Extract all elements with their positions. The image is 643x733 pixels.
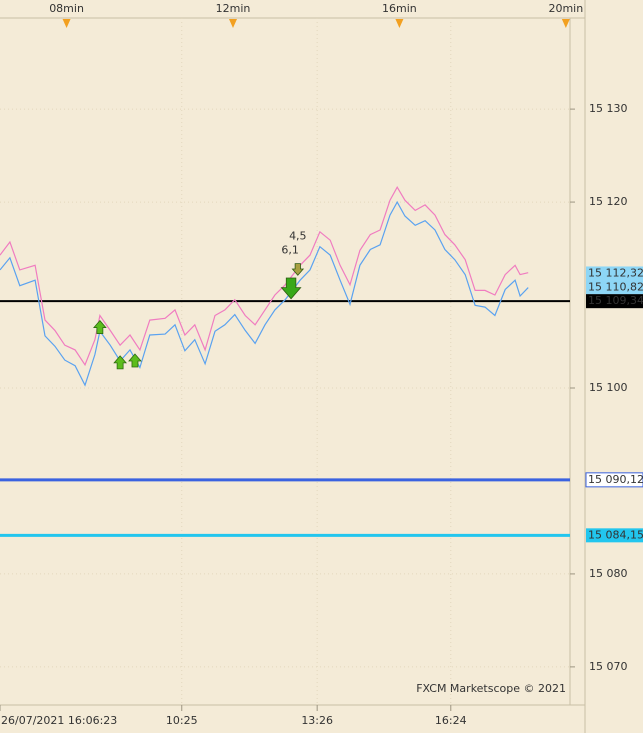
level-label: 15 084,15	[588, 528, 643, 541]
level-label-box	[586, 294, 643, 309]
y-tick-label: 15 070	[589, 660, 628, 673]
price-label-box	[586, 266, 643, 281]
up-arrow	[93, 319, 107, 334]
x-tick-label: 16:24	[435, 714, 467, 727]
x-tick-label: 26/07/2021 16:06:23	[1, 714, 117, 727]
x2-tick-marker	[561, 19, 570, 28]
x2-tick-label: 08min	[49, 2, 84, 15]
y-tick-label: 15 130	[589, 102, 628, 115]
level-label: 15 090,12	[588, 473, 643, 486]
price-label: 15 110,82	[588, 280, 643, 293]
annotation: 4,5	[289, 229, 307, 242]
y-tick-label: 15 080	[589, 567, 628, 580]
up-arrow	[128, 353, 142, 368]
down-arrow	[280, 277, 302, 300]
price-label-box	[586, 280, 643, 295]
price-line	[0, 200, 529, 387]
level-label: 15 109,34	[588, 294, 643, 307]
x2-tick-marker	[228, 19, 237, 28]
up-arrow	[113, 355, 127, 370]
x2-tick-label: 20min	[548, 2, 583, 15]
y-tick-label: 15 120	[589, 195, 628, 208]
x-tick-label: 13:26	[301, 714, 333, 727]
price-line	[0, 185, 529, 367]
x2-tick-label: 12min	[216, 2, 251, 15]
x2-tick-marker	[62, 19, 71, 28]
level-label-box	[585, 472, 643, 488]
footer: FXCM Marketscope © 2021	[416, 682, 566, 695]
x2-tick-marker	[395, 19, 404, 28]
level-label-box	[586, 528, 643, 543]
down-arrow	[291, 263, 305, 276]
price-label: 15 112,32	[588, 266, 643, 279]
x-tick-label: 10:25	[166, 714, 198, 727]
annotation: 6,1	[281, 243, 299, 256]
x2-tick-label: 16min	[382, 2, 417, 15]
y-tick-label: 15 100	[589, 381, 628, 394]
